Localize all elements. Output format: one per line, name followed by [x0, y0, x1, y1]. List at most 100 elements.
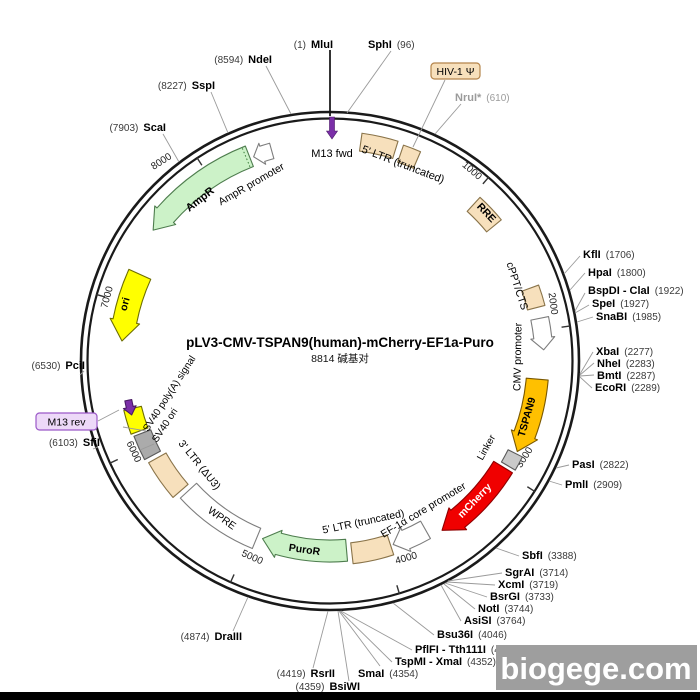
- site-position: (4359): [296, 682, 330, 693]
- site-name: DraIII: [214, 631, 242, 643]
- feature-label-linker: Linker: [475, 433, 498, 463]
- site-name: ScaI: [143, 122, 166, 134]
- site-label-tspmi-xmai: TspMI - XmaI (4352): [395, 656, 496, 668]
- m13-rev-pill-text: M13 rev: [48, 416, 87, 428]
- site-name: SspI: [192, 80, 215, 92]
- site-name: RsrII: [311, 668, 335, 680]
- site-position: (1): [294, 40, 311, 51]
- site-name: PflFI - Tth111I: [415, 644, 486, 656]
- site-label-asisi: AsiSI (3764): [464, 615, 525, 627]
- leader-smai: [338, 610, 381, 667]
- site-label-sphi: SphI (96): [368, 39, 415, 51]
- site-label-pasi: PasI (2822): [572, 459, 629, 471]
- site-name: PciI: [65, 360, 85, 372]
- leader-sphi: [346, 50, 392, 114]
- leader-ecori: [579, 376, 593, 389]
- tick-mark-8000: [196, 157, 203, 166]
- plasmid-size-label: 8814 碱基对: [311, 352, 369, 365]
- feature-sv40-ori: [133, 429, 162, 461]
- feature-cmv-promoter: [530, 315, 556, 351]
- pill-m13-rev-pill: M13 rev: [35, 409, 120, 431]
- leader-sbfi: [495, 547, 520, 557]
- feature-mcherry: [441, 460, 514, 531]
- site-label-sfii: (6103) SfiI: [49, 437, 100, 449]
- site-position: (1927): [615, 299, 649, 310]
- site-position: (2283): [621, 359, 655, 370]
- site-position: (3744): [499, 604, 533, 615]
- site-name: BsiWI: [329, 681, 360, 693]
- site-label-bspdi-clai: BspDI - ClaI (1922): [588, 285, 684, 297]
- site-position: (1706): [601, 250, 635, 261]
- site-position: (4874): [181, 632, 215, 643]
- site-label-noti: NotI (3744): [478, 603, 533, 615]
- tick-label-2000: 2000: [545, 292, 559, 316]
- site-name: BspDI - ClaI: [588, 285, 650, 297]
- pill-labels: HIV-1 Ψ M13 rev: [35, 62, 481, 431]
- site-position: (7903): [109, 123, 143, 134]
- tick-mark-3000: [526, 486, 536, 493]
- leader-ndei: [265, 65, 292, 115]
- site-position: (2287): [621, 371, 655, 382]
- leader-snabi: [576, 316, 594, 323]
- site-position: (2289): [626, 383, 660, 394]
- feature-ampr-promoter: [253, 142, 275, 165]
- site-position: (3714): [534, 568, 568, 579]
- site-label-kfli: KflI (1706): [583, 249, 635, 261]
- restriction-site-labels: (1) MluI SphI (96) NruI* (610) KflI (1706) H…: [32, 39, 684, 693]
- site-label-bmti: BmtI (2287): [597, 370, 655, 382]
- site-label-mlui: (1) MluI: [294, 39, 333, 51]
- site-position: (4419): [277, 669, 311, 680]
- feature-linker: [500, 449, 523, 471]
- watermark: biogege.com: [496, 645, 697, 690]
- site-name: SfiI: [83, 437, 100, 449]
- site-name: SpeI: [592, 298, 615, 310]
- site-name: XcmI: [498, 579, 524, 591]
- leader-pcii: [79, 370, 85, 376]
- tick-label-4000: 4000: [394, 550, 419, 567]
- pill-hiv1-psi-pill: HIV-1 Ψ: [412, 62, 481, 148]
- tick-mark-5000: [229, 574, 235, 583]
- leader-sfii: [92, 446, 99, 450]
- features: [109, 116, 556, 565]
- leader-hiv1-psi-pill: [412, 79, 446, 148]
- tick-mark-4000: [396, 585, 401, 595]
- leader-bsu36i: [392, 602, 435, 636]
- site-position: (1985): [627, 312, 661, 323]
- site-position: (96): [392, 40, 415, 51]
- leader-lines: [79, 50, 595, 682]
- site-position: (2909): [588, 480, 622, 491]
- site-label-smai: SmaI (4354): [358, 668, 418, 680]
- site-label-draiii: (4874) DraIII: [181, 631, 242, 643]
- site-name: Bsu36I: [437, 629, 473, 641]
- site-name: SmaI: [358, 668, 384, 680]
- site-position: (4352): [462, 657, 496, 668]
- leader-sgrai: [447, 572, 503, 582]
- feature-puror: [261, 529, 349, 563]
- site-label-sspi: (8227) SspI: [158, 80, 215, 92]
- leader-bsiwi: [337, 610, 350, 682]
- site-name: SgrAI: [505, 567, 534, 579]
- site-name: SphI: [368, 39, 392, 51]
- hiv1-psi-pill-text: HIV-1 Ψ: [437, 66, 475, 78]
- leader-nrui-: [434, 103, 462, 135]
- site-name: TspMI - XmaI: [395, 656, 462, 668]
- site-position: (4354): [384, 669, 418, 680]
- site-label-xbai: XbaI (2277): [596, 346, 653, 358]
- site-label-scai: (7903) ScaI: [109, 122, 166, 134]
- site-label-bsiwi: (4359) BsiWI: [296, 681, 360, 693]
- tick-mark-1000: [482, 176, 490, 185]
- feature-label-ori: ori: [118, 296, 133, 312]
- site-label-spei: SpeI (1927): [592, 298, 649, 310]
- leader-hpai: [569, 272, 586, 291]
- leader-rsrii: [312, 610, 329, 669]
- site-name: PmlI: [565, 479, 588, 491]
- feature-three-ltr: [148, 452, 189, 499]
- site-position: (8227): [158, 81, 192, 92]
- leader-extra-1: [139, 443, 155, 451]
- tick-label-5000: 5000: [240, 548, 265, 567]
- leader-tspmi-xmai: [339, 610, 393, 663]
- leader-pflfi-tth111i: [340, 610, 413, 651]
- leader-scai: [162, 133, 180, 163]
- site-position: (3764): [492, 616, 526, 627]
